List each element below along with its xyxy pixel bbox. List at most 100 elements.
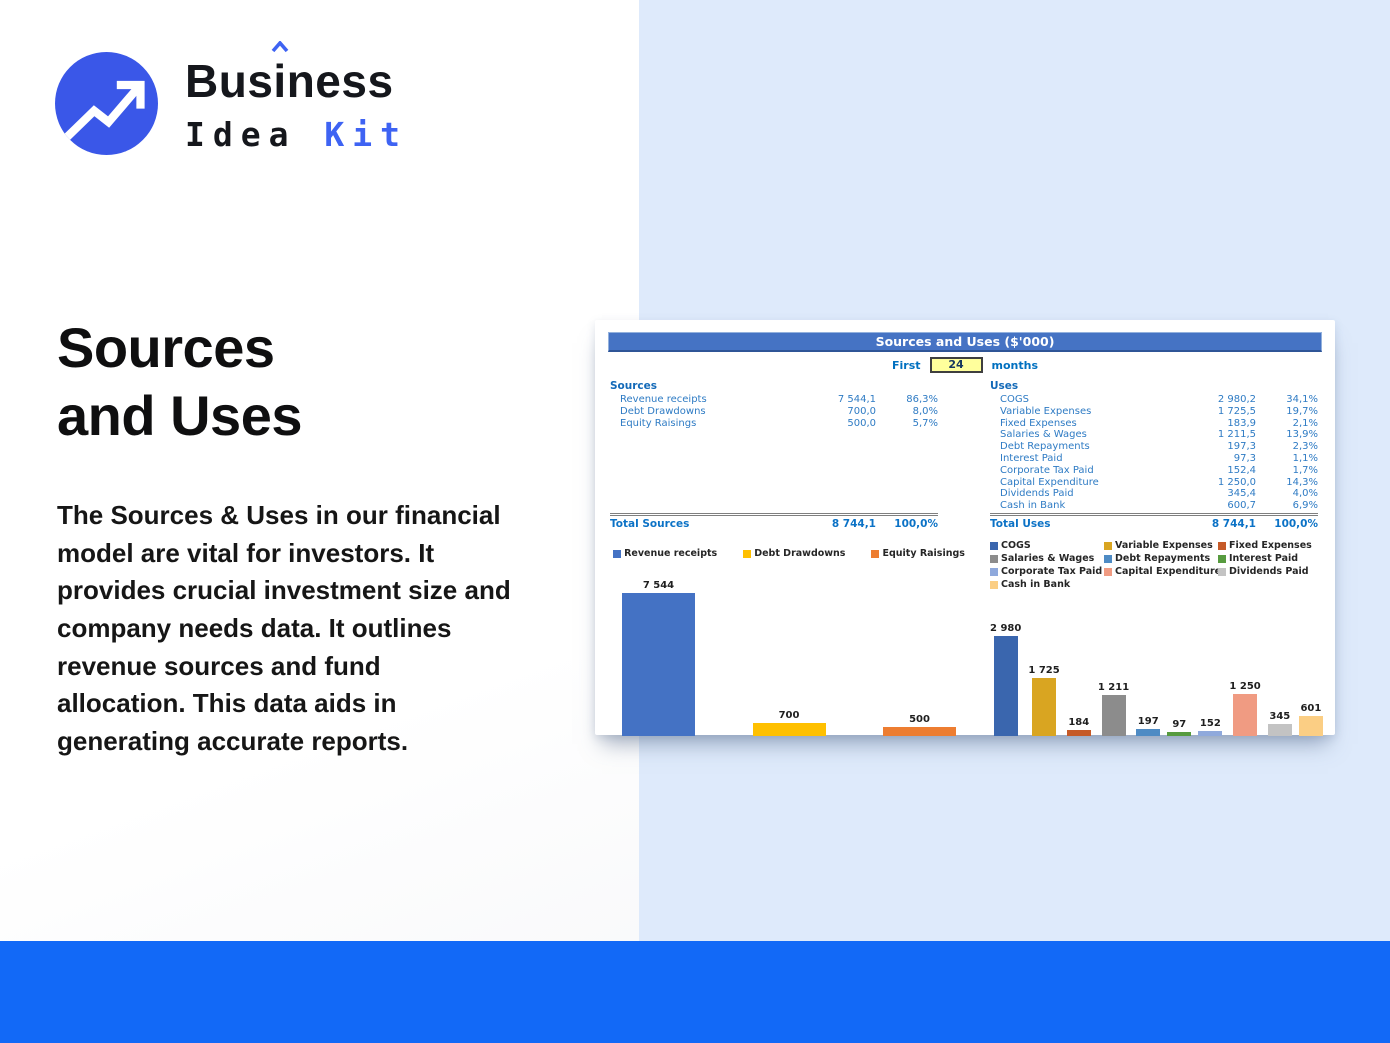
legend-swatch-icon xyxy=(871,549,880,558)
legend-item: Interest Paid xyxy=(1218,553,1312,564)
bar-value-label: 601 xyxy=(1300,703,1322,714)
sheet-title-bar: Sources and Uses ($'000) xyxy=(608,332,1322,352)
bar-value-label: 345 xyxy=(1269,711,1291,722)
bar-value-label: 7 544 xyxy=(642,580,675,591)
sources-chart-plot: 7 544 700 500 xyxy=(610,580,968,736)
bar-group: 500 xyxy=(883,714,956,736)
legend-item: Dividends Paid xyxy=(1218,566,1312,577)
bottom-accent-bar xyxy=(0,941,1390,1043)
legend-swatch-icon xyxy=(990,567,998,576)
bar-group: 184 xyxy=(1066,717,1091,736)
uses-total-row: Total Uses 8 744,1 100,0% xyxy=(990,513,1318,530)
legend-item: Cash in Bank xyxy=(990,579,1102,590)
bar-value-label: 184 xyxy=(1068,717,1090,728)
brand-logo: Busi ness Idea Kit xyxy=(55,40,408,155)
table-row: Cash in Bank 600,7 6,9% xyxy=(1000,500,1318,512)
table-row: Corporate Tax Paid 152,4 1,7% xyxy=(1000,464,1318,476)
bar xyxy=(1233,694,1258,736)
bar xyxy=(883,727,956,736)
bar-value-label: 2 980 xyxy=(990,623,1022,634)
table-row: Debt Repayments 197,3 2,3% xyxy=(1000,441,1318,453)
uses-chart-plot: 2 980 1 725 184 1 211 197 97 152 1 250 345 601 xyxy=(990,623,1323,736)
legend-item: Corporate Tax Paid xyxy=(990,566,1102,577)
sources-table-header: Sources xyxy=(610,380,658,392)
sources-table: Sources Revenue receipts 7 544,1 86,3% Debt… xyxy=(610,380,938,530)
bar-group: 152 xyxy=(1198,718,1223,736)
table-row: Revenue receipts 7 544,1 86,3% xyxy=(620,394,938,405)
bar xyxy=(1136,729,1161,736)
table-row: Fixed Expenses 183,9 2,1% xyxy=(1000,417,1318,429)
table-row: Capital Expenditure 1 250,0 14,3% xyxy=(1000,476,1318,488)
spreadsheet-card: Sources and Uses ($'000) First 24 months… xyxy=(595,320,1335,736)
bar xyxy=(752,723,826,736)
bar-group: 1 250 xyxy=(1229,681,1261,736)
period-prefix-label: First xyxy=(891,358,921,372)
legend-swatch-icon xyxy=(1218,567,1226,576)
table-row: Interest Paid 97,3 1,1% xyxy=(1000,452,1318,464)
charts-section: Revenue receipts Debt Drawdowns Equity Rai… xyxy=(595,530,1335,736)
uses-chart: COGS Variable Expenses Fixed Expenses Salar… xyxy=(990,540,1323,736)
bar xyxy=(1032,678,1057,736)
sources-chart: Revenue receipts Debt Drawdowns Equity Rai… xyxy=(610,540,968,736)
trending-up-arrow-icon xyxy=(55,52,158,155)
legend-swatch-icon xyxy=(990,580,998,589)
bar-group: 7 544 xyxy=(622,580,695,736)
bar-value-label: 1 211 xyxy=(1097,682,1130,693)
legend-item: Debt Drawdowns xyxy=(743,548,845,559)
bar-value-label: 700 xyxy=(778,710,800,721)
legend-swatch-icon xyxy=(990,541,998,550)
legend-swatch-icon xyxy=(1218,554,1226,563)
legend-item: Debt Repayments xyxy=(1104,553,1216,564)
legend-item: Salaries & Wages xyxy=(990,553,1102,564)
legend-item: Capital Expenditure xyxy=(1104,566,1221,577)
bar xyxy=(622,593,695,736)
table-row: Variable Expenses 1 725,5 19,7% xyxy=(1000,405,1318,417)
legend-swatch-icon xyxy=(1104,541,1112,550)
table-row: Salaries & Wages 1 211,5 13,9% xyxy=(1000,429,1318,441)
table-row: Equity Raisings 500,0 5,7% xyxy=(620,417,938,429)
legend-item: COGS xyxy=(990,540,1102,551)
bar-value-label: 1 250 xyxy=(1229,681,1261,692)
bar-value-label: 500 xyxy=(909,714,930,725)
bar xyxy=(1101,695,1126,736)
brand-line2: Idea Kit xyxy=(185,114,408,154)
brand-line1: Busi ness xyxy=(185,40,408,108)
uses-table-header: Uses xyxy=(990,380,1019,392)
sources-chart-legend: Revenue receipts Debt Drawdowns Equity Rai… xyxy=(610,548,968,559)
bar-group: 2 980 xyxy=(990,623,1021,736)
sources-table-rows: Revenue receipts 7 544,1 86,3% Debt Drawdow… xyxy=(610,394,938,512)
period-selector: First 24 months xyxy=(595,357,1335,373)
bar xyxy=(1167,732,1192,736)
bar xyxy=(1267,724,1292,736)
table-row: COGS 2 980,2 34,1% xyxy=(1000,394,1318,405)
table-row: Debt Drawdowns 700,0 8,0% xyxy=(620,405,938,417)
bar-group: 345 xyxy=(1267,711,1292,736)
page-title: Sources and Uses xyxy=(57,316,303,447)
legend-swatch-icon xyxy=(1104,567,1112,576)
bar xyxy=(1298,716,1323,736)
bar-group: 601 xyxy=(1298,703,1323,736)
bar-group: 1 725 xyxy=(1028,665,1060,736)
bar-value-label: 1 725 xyxy=(1028,665,1060,676)
legend-item: Equity Raisings xyxy=(871,548,965,559)
bar-group: 700 xyxy=(752,710,826,736)
bar-value-label: 97 xyxy=(1172,719,1187,730)
bar-group: 197 xyxy=(1136,716,1161,736)
bar-group: 97 xyxy=(1167,719,1192,736)
legend-item: Revenue receipts xyxy=(613,548,717,559)
caret-icon xyxy=(271,40,289,52)
legend-item: Variable Expenses xyxy=(1104,540,1216,551)
uses-chart-legend: COGS Variable Expenses Fixed Expenses Salar… xyxy=(990,540,1323,590)
legend-swatch-icon xyxy=(613,549,622,558)
bar xyxy=(1066,730,1091,736)
legend-swatch-icon xyxy=(1218,541,1226,550)
bar xyxy=(993,636,1018,736)
bar xyxy=(1198,731,1223,736)
bar-value-label: 197 xyxy=(1137,716,1159,727)
legend-swatch-icon xyxy=(990,554,998,563)
tables-section: Sources Revenue receipts 7 544,1 86,3% Debt… xyxy=(595,373,1335,530)
sources-total-row: Total Sources 8 744,1 100,0% xyxy=(610,513,938,530)
period-value-input[interactable]: 24 xyxy=(929,357,983,373)
legend-swatch-icon xyxy=(743,549,752,558)
brand-name: Busi ness Idea Kit xyxy=(185,40,408,154)
